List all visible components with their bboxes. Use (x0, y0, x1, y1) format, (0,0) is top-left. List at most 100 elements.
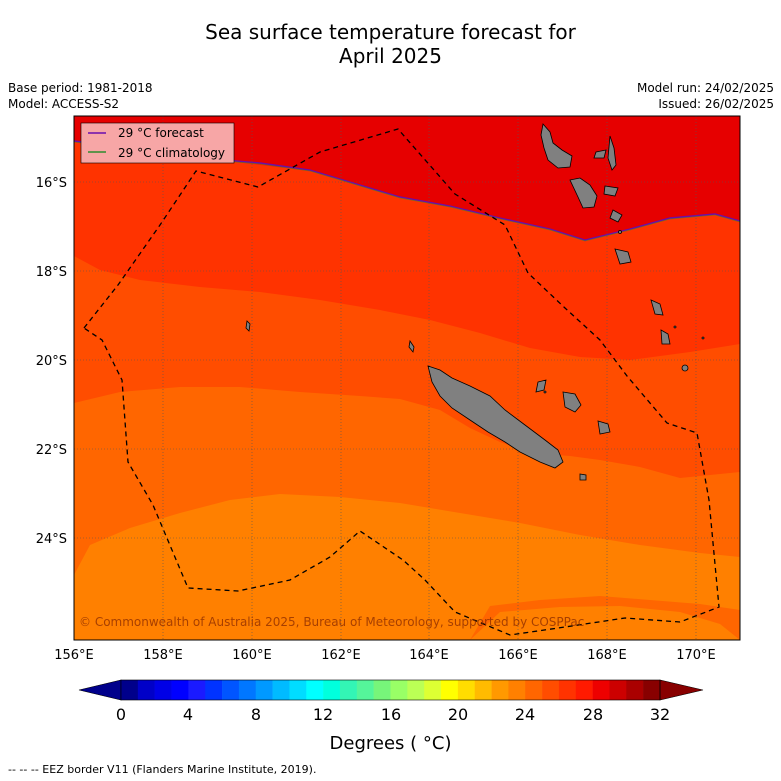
colorbar-swatch (323, 680, 341, 700)
colorbar-swatch (272, 680, 290, 700)
ouvea-island (535, 379, 547, 393)
mare-island (597, 420, 611, 435)
colorbar-swatch (424, 680, 442, 700)
model-text: Model: ACCESS-S2 (8, 97, 120, 111)
lifou-island (562, 391, 582, 413)
colorbar-swatch (356, 680, 374, 700)
colorbar-tick-label: 8 (251, 705, 261, 724)
x-tick-label: 162°E (321, 648, 361, 663)
map-frame (73, 115, 741, 641)
vanuatu-tanna (650, 299, 664, 316)
colorbar-swatch (154, 680, 172, 700)
colorbar-swatch (643, 680, 661, 700)
colorbar-swatch (558, 680, 577, 700)
colorbar-swatch (407, 680, 425, 700)
colorbar-swatch (626, 680, 644, 700)
new-caledonia-island (427, 365, 564, 469)
vanuatu-aneityum (660, 329, 671, 345)
colorbar-swatch (306, 680, 324, 700)
colorbar-swatch (137, 680, 155, 700)
y-tick-label: 18°S (36, 265, 67, 280)
colorbar-swatch (188, 680, 206, 700)
colorbar-swatch (542, 680, 560, 700)
vanuatu-ambrym (603, 185, 619, 197)
colorbar-swatch (255, 680, 273, 700)
tiny-islet-4 (543, 390, 547, 394)
colorbar-swatch (289, 680, 307, 700)
colorbar-extend-min (78, 679, 122, 701)
colorbar-swatch (441, 680, 459, 700)
sst-band-28-inner2 (470, 606, 740, 640)
x-tick-label: 166°E (498, 648, 538, 663)
colorbar-tick-label: 20 (448, 705, 468, 724)
x-tick-label: 164°E (409, 648, 449, 663)
base-period-text: Base period: 1981-2018 (8, 81, 153, 95)
x-axis-ticks: 156°E 158°E 160°E 162°E 164°E 166°E 168°… (54, 648, 716, 663)
colorbar-swatch (609, 680, 627, 700)
colorbar-swatch (205, 680, 223, 700)
land-masses (245, 123, 705, 481)
legend-climatology-label: 29 °C climatology (118, 146, 225, 160)
colorbar-tick-label: 4 (183, 705, 193, 724)
y-tick-label: 24°S (36, 532, 67, 547)
legend-box: 29 °C forecast 29 °C climatology (80, 122, 235, 164)
colorbar-swatch (339, 680, 358, 700)
colorbar-swatch (592, 680, 610, 700)
y-axis-ticks: 16°S 18°S 20°S 22°S 24°S (36, 176, 67, 547)
colorbar-swatch (575, 680, 593, 700)
model-run-text: Model run: 24/02/2025 (636, 81, 774, 95)
chesterfield-island (245, 320, 251, 332)
colorbar-swatch (474, 680, 492, 700)
grid-lines (74, 116, 740, 640)
x-tick-label: 158°E (143, 648, 183, 663)
walpole-island (681, 364, 689, 372)
colorbar-extend-max (659, 679, 704, 701)
belep-islands (408, 339, 415, 353)
y-tick-label: 20°S (36, 354, 67, 369)
colorbar-units-label: Degrees ( °C) (329, 733, 452, 754)
legend-forecast-label: 29 °C forecast (118, 126, 204, 140)
colorbar-swatch (491, 680, 509, 700)
y-tick-label: 16°S (36, 176, 67, 191)
issued-text: Issued: 26/02/2025 (658, 97, 774, 111)
colorbar-tick-label: 12 (313, 705, 333, 724)
colorbar-swatch (222, 680, 240, 700)
colorbar-swatch (373, 680, 391, 700)
copyright-text: © Commonwealth of Australia 2025, Bureau… (79, 615, 584, 629)
tiny-islet-3 (701, 336, 705, 340)
colorbar-tick-label: 16 (381, 705, 401, 724)
sst-map: © Commonwealth of Australia 2025, Bureau… (74, 116, 740, 640)
colorbar (78, 679, 704, 701)
isle-of-pines (579, 473, 587, 481)
vanuatu-malakula (569, 177, 598, 209)
colorbar-tick-label: 24 (515, 705, 535, 724)
vanuatu-pentecost (607, 135, 617, 171)
vanuatu-efate (609, 209, 623, 223)
vanuatu-espiritu-santo (540, 123, 573, 169)
colorbar-tick-label: 0 (116, 705, 126, 724)
colorbar-frame (120, 679, 661, 701)
vanuatu-maewo (593, 149, 607, 159)
chart-title-line2: April 2025 (339, 44, 442, 68)
tiny-islet-1 (618, 230, 622, 234)
x-tick-label: 160°E (232, 648, 272, 663)
colorbar-swatch (525, 680, 543, 700)
colorbar-tick-label: 32 (650, 705, 670, 724)
colorbar-swatch (508, 680, 526, 700)
colorbar-swatch (238, 680, 257, 700)
colorbar-swatch (121, 680, 139, 700)
y-tick-label: 22°S (36, 443, 67, 458)
colorbar-swatch (390, 680, 408, 700)
colorbar-swatch (171, 680, 189, 700)
eez-footnote: -- -- -- EEZ border V11 (Flanders Marine… (8, 763, 317, 776)
colorbar-tick-label: 28 (583, 705, 603, 724)
chart-title-line1: Sea surface temperature forecast for (205, 20, 576, 44)
vanuatu-erromango (614, 248, 632, 265)
x-tick-label: 156°E (54, 648, 94, 663)
tiny-islet-2 (673, 325, 677, 329)
x-tick-label: 168°E (587, 648, 627, 663)
colorbar-tick-labels: 0 4 8 12 16 20 24 28 32 (116, 705, 670, 724)
sst-band-29-30 (74, 116, 740, 240)
colorbar-swatch (457, 680, 476, 700)
